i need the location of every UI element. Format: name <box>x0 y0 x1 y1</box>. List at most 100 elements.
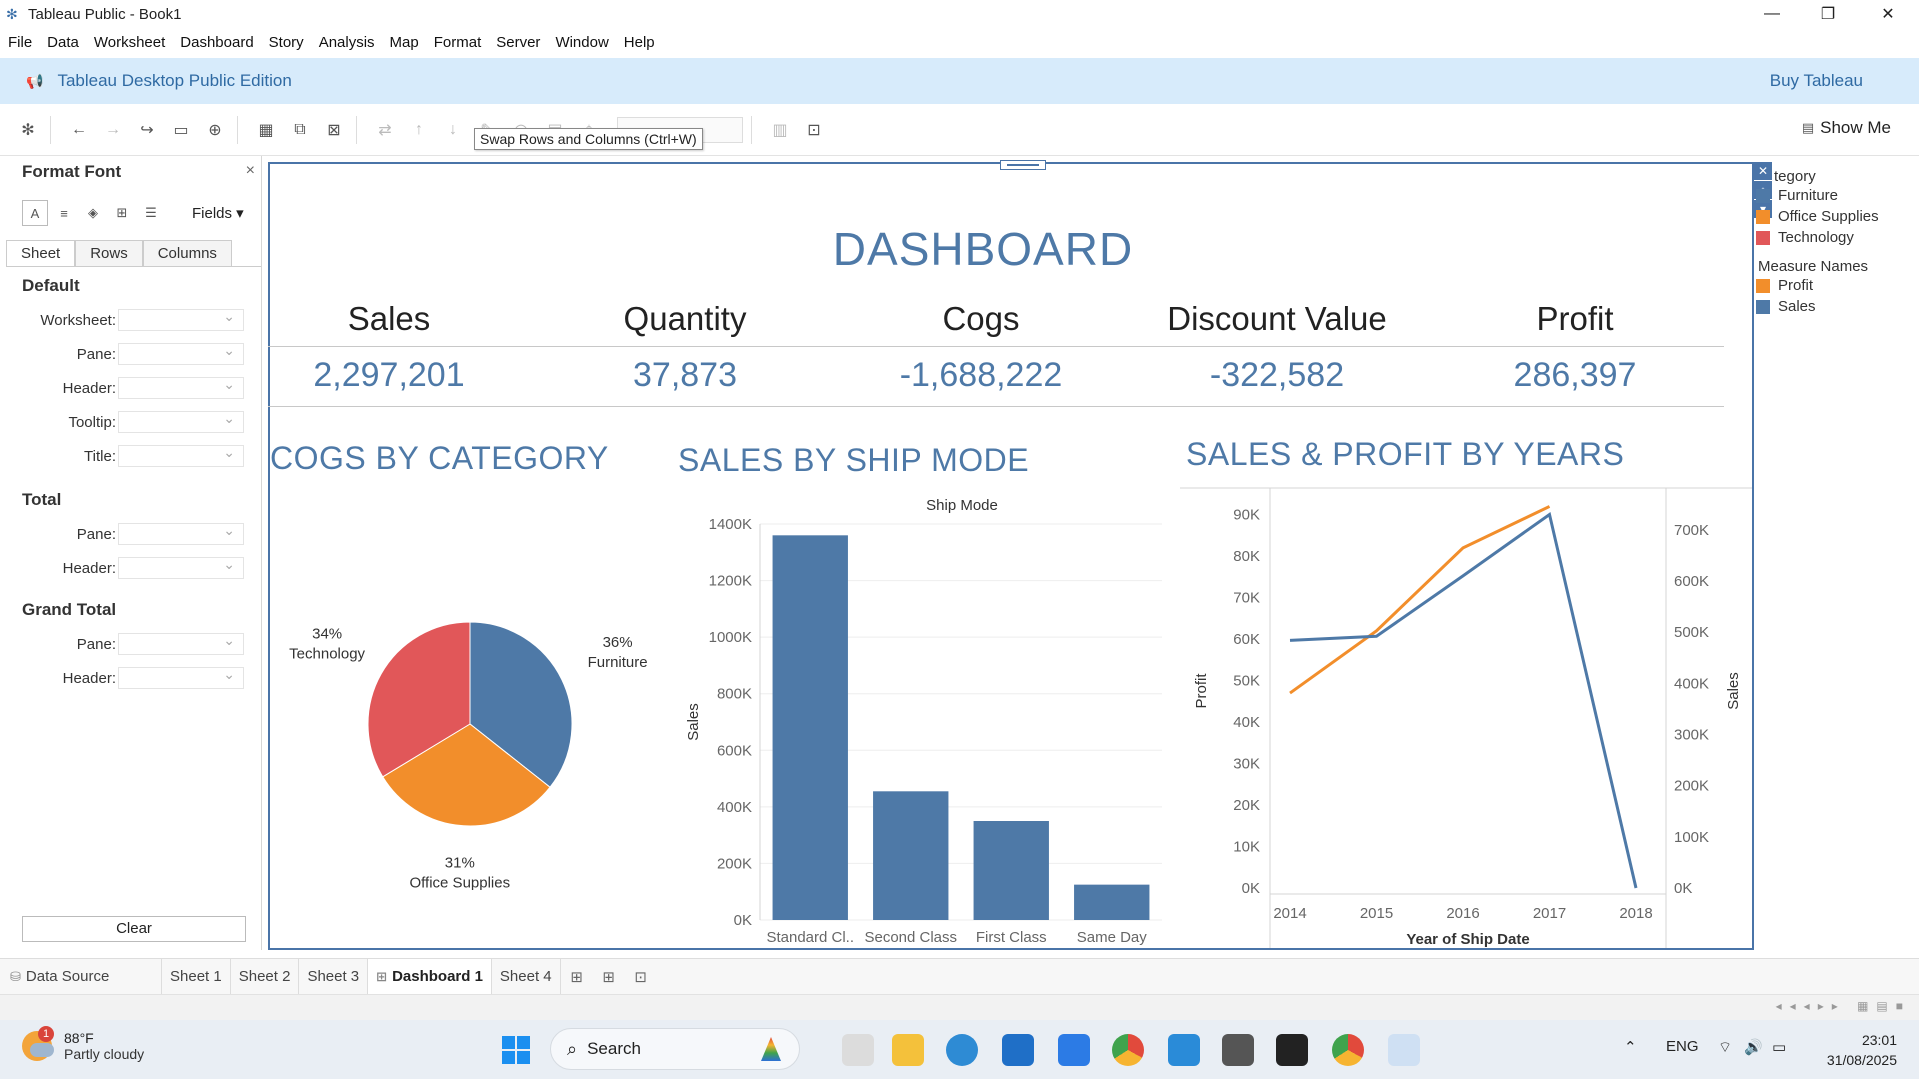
close-button[interactable]: ✕ <box>1881 6 1895 23</box>
font-select[interactable] <box>118 632 244 655</box>
measure-legend-item[interactable]: Sales <box>1756 296 1919 317</box>
font-icon[interactable]: A <box>22 200 48 226</box>
weather-widget[interactable]: 1 88°F Partly cloudy <box>22 1026 144 1062</box>
menu-file[interactable]: File <box>8 33 33 51</box>
menu-help[interactable]: Help <box>623 33 655 51</box>
format-row-label: Tooltip: <box>68 414 116 431</box>
tab-sheet-4[interactable]: Sheet 4 <box>492 958 561 995</box>
windows-taskbar: 1 88°F Partly cloudy ⌕ Search ⌃ ENG ⌔ 🔊 … <box>0 1020 1919 1079</box>
ship-mode-bar-chart[interactable]: Ship Mode 0K 200K 400K 600K 800K 1000K 1200K 140… <box>680 488 1170 948</box>
font-select[interactable] <box>118 342 244 365</box>
menu-data[interactable]: Data <box>47 33 79 51</box>
new-data-source-icon[interactable]: ⊕ <box>208 121 222 139</box>
sort-descending-icon[interactable]: ↓ <box>449 120 457 138</box>
menu-window[interactable]: Window <box>555 33 609 51</box>
tab-columns[interactable]: Columns <box>142 240 232 266</box>
remove-icon[interactable]: ✕ <box>1754 162 1772 180</box>
vscode-icon[interactable] <box>1168 1034 1200 1066</box>
bar-y-tick-label: 400K <box>717 799 752 816</box>
cogs-pie-chart[interactable]: 36% Furniture 31% Office Supplies 34% Technol… <box>272 600 652 890</box>
new-dashboard-icon[interactable]: ⊞ <box>602 968 615 986</box>
unity-icon[interactable] <box>1222 1034 1254 1066</box>
dashboard-canvas[interactable] <box>268 162 1754 950</box>
category-legend-item[interactable]: Furniture <box>1756 185 1919 206</box>
presentation-mode-icon[interactable]: ⊡ <box>807 121 821 139</box>
tray-overflow-icon[interactable]: ⌃ <box>1624 1039 1637 1056</box>
font-select[interactable] <box>118 308 244 331</box>
redo-icon[interactable]: → <box>105 120 121 138</box>
format-tabs: Sheet Rows Columns <box>6 240 232 266</box>
wifi-icon[interactable]: ⌔ <box>1718 1039 1733 1056</box>
clear-sheet-icon[interactable]: ⊠ <box>327 121 341 139</box>
system-clock[interactable]: 23:01 31/08/2025 <box>1827 1030 1897 1070</box>
tableau-home-icon[interactable]: ✻ <box>21 121 35 139</box>
font-select[interactable] <box>118 666 244 689</box>
tab-sheet-1[interactable]: Sheet 1 <box>162 958 231 995</box>
swap-rows-columns-icon[interactable]: ⇄ <box>378 121 392 139</box>
save-icon[interactable]: ▭ <box>173 121 189 139</box>
new-worksheet-icon[interactable]: ▦ <box>258 121 274 139</box>
chrome-profile-icon[interactable] <box>1332 1034 1364 1066</box>
alignment-icon[interactable]: ≡ <box>60 205 68 221</box>
duplicate-sheet-icon[interactable]: ⧉ <box>294 120 306 138</box>
maximize-button[interactable]: ❐ <box>1820 6 1836 23</box>
format-pane-close-icon[interactable]: × <box>245 162 255 179</box>
task-view-icon[interactable] <box>842 1034 874 1066</box>
sort-ascending-icon[interactable]: ↑ <box>415 120 423 138</box>
sales-axis-title: Sales <box>1725 672 1742 710</box>
undo-icon[interactable]: ← <box>71 120 87 138</box>
sales-profit-line-chart[interactable]: 0K 10K 20K 30K 40K 50K 60K 70K 80K 90K 0K 100K 200K 3… <box>1180 482 1752 948</box>
outlook-icon[interactable] <box>1002 1034 1034 1066</box>
menu-map[interactable]: Map <box>389 33 419 51</box>
menu-analysis[interactable]: Analysis <box>318 33 375 51</box>
chrome-icon[interactable] <box>1112 1034 1144 1066</box>
tab-rows[interactable]: Rows <box>75 240 143 266</box>
battery-icon[interactable]: ▭ <box>1772 1039 1787 1056</box>
format-row-label: Worksheet: <box>40 312 116 329</box>
clear-button[interactable]: Clear <box>22 916 246 942</box>
language-indicator[interactable]: ENG <box>1666 1038 1699 1055</box>
edge-browser-icon[interactable] <box>946 1034 978 1066</box>
bar-x-tick-label: Standard Cl.. <box>766 929 854 946</box>
measure-legend-item[interactable]: Profit <box>1756 275 1919 296</box>
menu-worksheet[interactable]: Worksheet <box>93 33 166 51</box>
font-select[interactable] <box>118 556 244 579</box>
show-me-button[interactable]: ▤ Show Me <box>1802 118 1891 138</box>
tableau-taskbar-icon[interactable] <box>1388 1034 1420 1066</box>
tab-data-source[interactable]: ⛁ Data Source <box>0 958 162 995</box>
shading-icon[interactable]: ◈ <box>88 205 98 220</box>
menu-story[interactable]: Story <box>268 33 304 51</box>
minimize-button[interactable]: — <box>1764 5 1780 22</box>
font-select[interactable] <box>118 522 244 545</box>
fields-dropdown[interactable]: Fields ▾ <box>192 205 244 222</box>
app-icon[interactable] <box>1058 1034 1090 1066</box>
windows-start-icon[interactable] <box>502 1036 530 1064</box>
show-cards-icon[interactable]: ▥ <box>772 121 788 139</box>
volume-icon[interactable]: 🔊 <box>1744 1039 1763 1056</box>
menu-dashboard[interactable]: Dashboard <box>180 33 254 51</box>
font-select[interactable] <box>118 376 244 399</box>
category-legend-item[interactable]: Office Supplies <box>1756 206 1919 227</box>
tab-navigation-icons[interactable]: ◂◂◂▸▸ ▦▤■ <box>1775 999 1911 1013</box>
toolbar-separator <box>237 115 238 144</box>
font-select[interactable] <box>118 410 244 433</box>
new-worksheet-icon[interactable]: ⊞ <box>570 968 583 986</box>
redo-dropdown-icon[interactable]: ↪ <box>140 121 154 139</box>
section-total: Total <box>22 490 62 509</box>
new-story-icon[interactable]: ⊡ <box>634 968 647 986</box>
font-select[interactable] <box>118 444 244 467</box>
buy-tableau-link[interactable]: Buy Tableau <box>1769 71 1863 90</box>
tab-sheet-3[interactable]: Sheet 3 <box>299 958 369 995</box>
tab-dashboard-1[interactable]: ⊞ Dashboard 1 <box>368 958 492 995</box>
category-legend-item[interactable]: Technology <box>1756 227 1919 248</box>
file-explorer-icon[interactable] <box>892 1034 924 1066</box>
taskbar-search[interactable]: ⌕ Search <box>550 1028 800 1070</box>
lines-icon[interactable]: ☰ <box>145 205 157 220</box>
menu-server[interactable]: Server <box>496 33 541 51</box>
app-icon[interactable] <box>1276 1034 1308 1066</box>
tab-sheet-2[interactable]: Sheet 2 <box>231 958 300 995</box>
move-handle-icon[interactable] <box>1000 160 1046 170</box>
menu-format[interactable]: Format <box>433 33 482 51</box>
tab-sheet[interactable]: Sheet <box>6 240 76 266</box>
borders-icon[interactable]: ⊞ <box>116 205 128 220</box>
